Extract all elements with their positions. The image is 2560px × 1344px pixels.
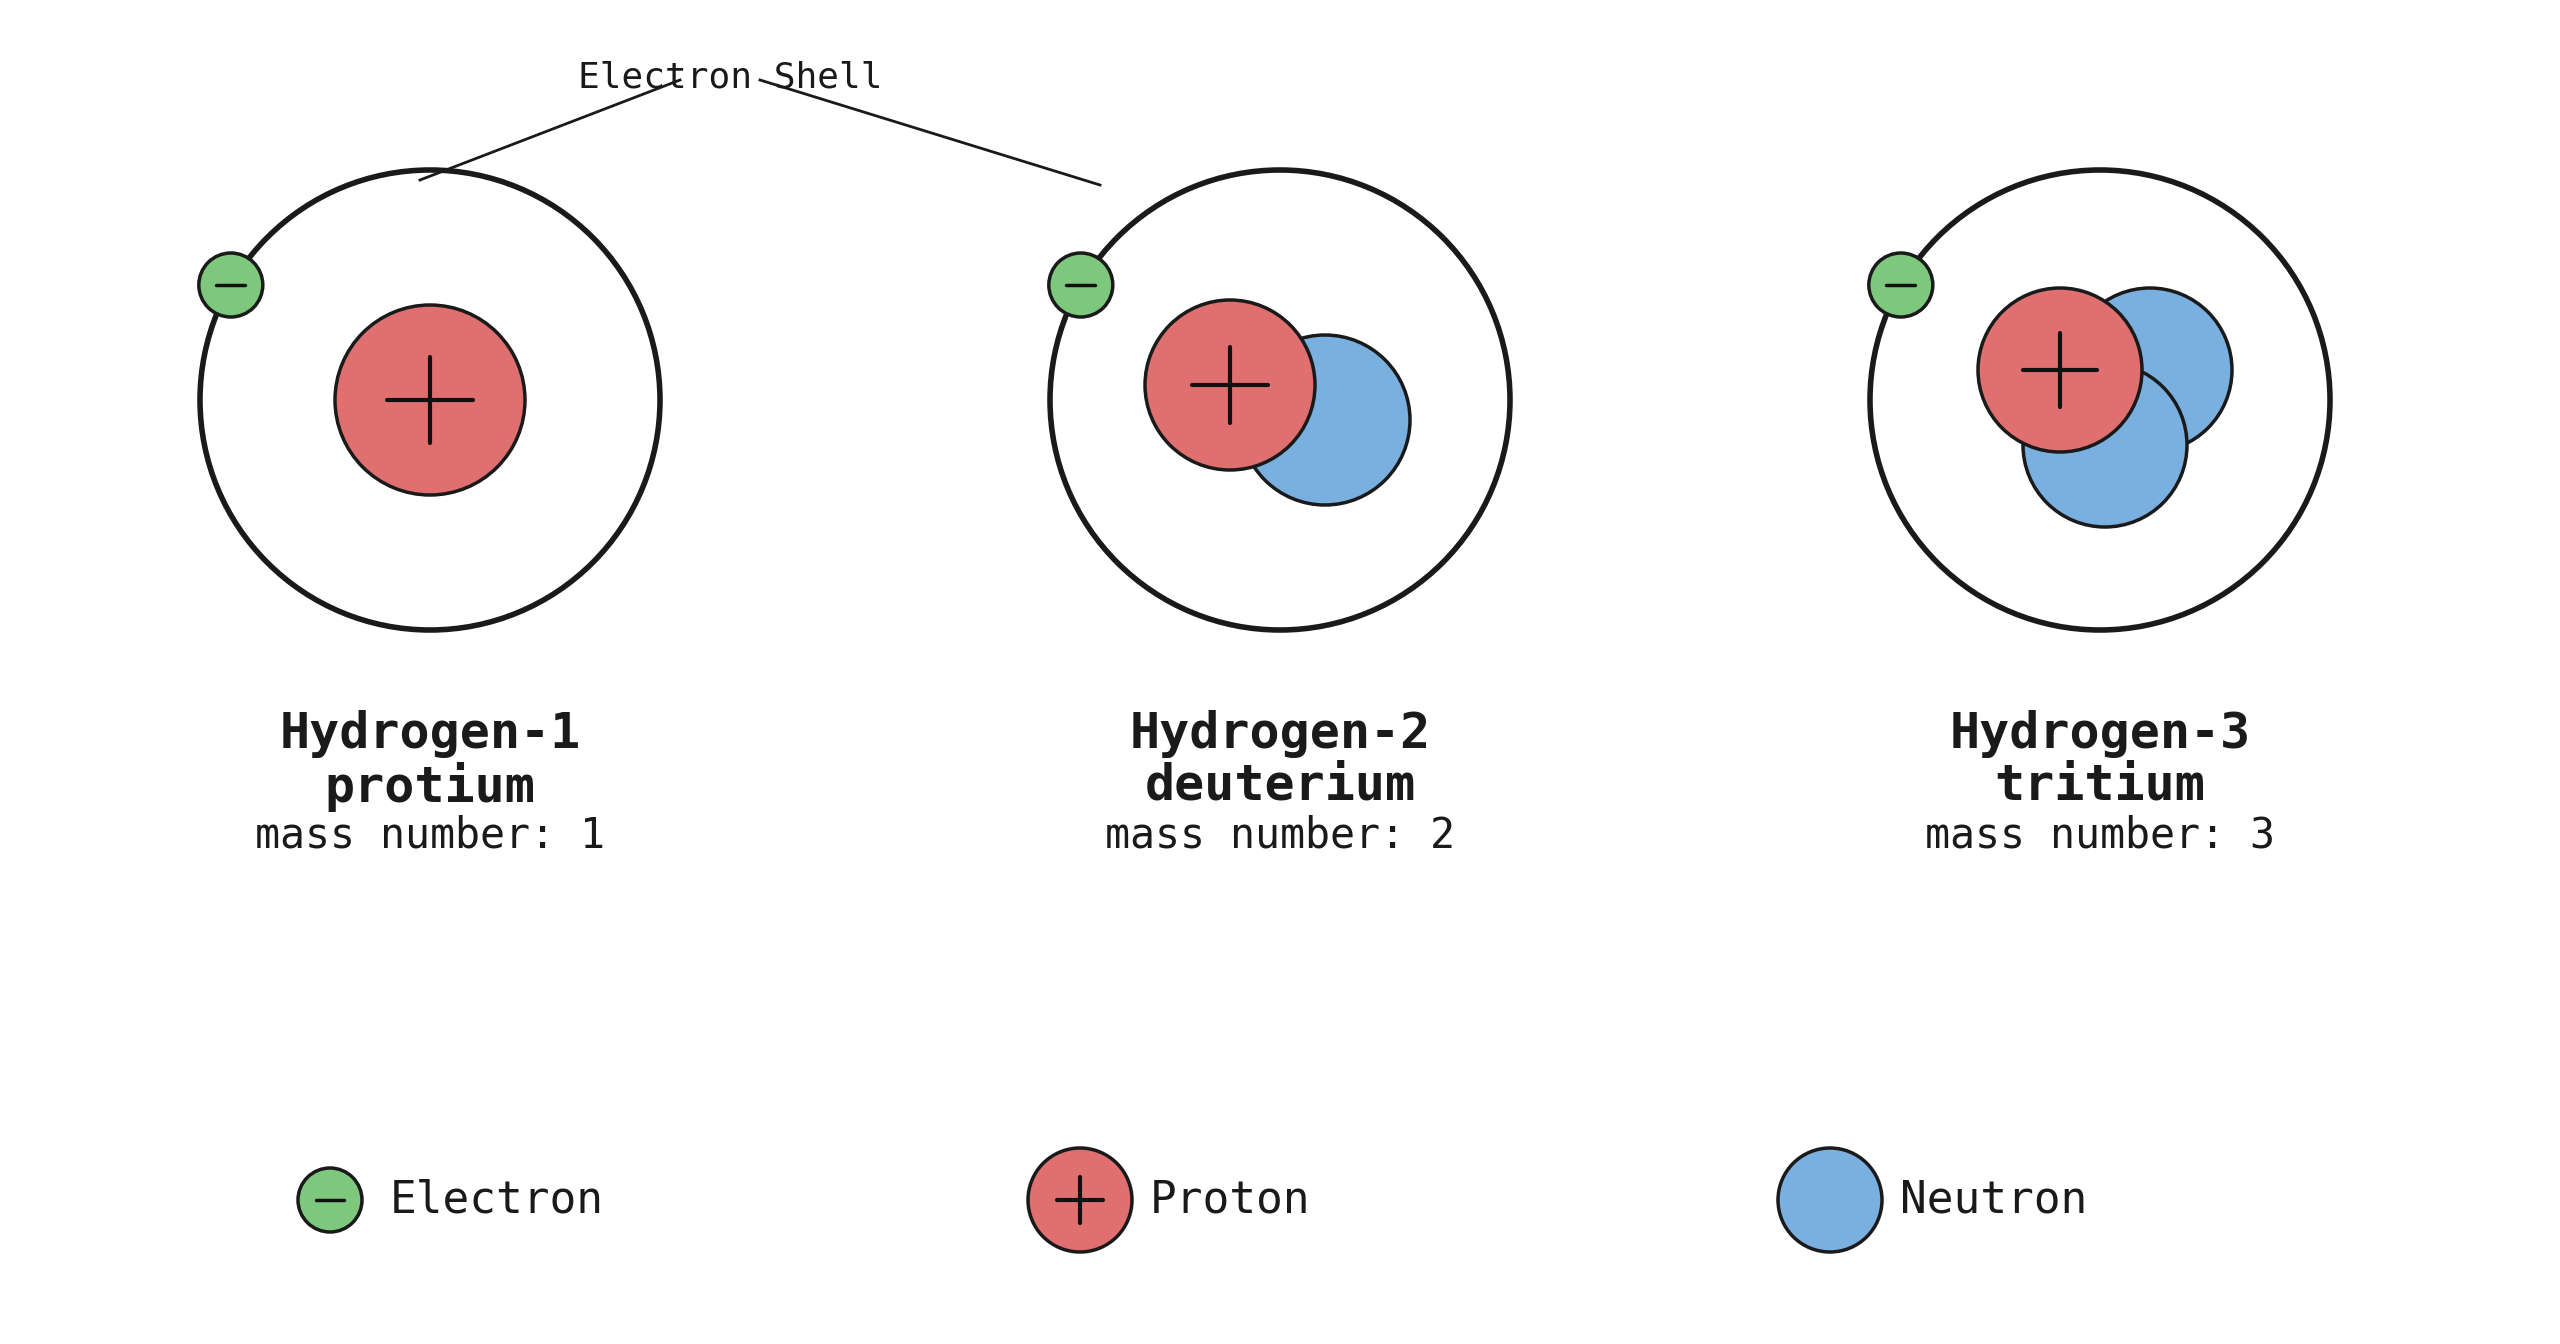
Text: mass number: 2: mass number: 2: [1106, 814, 1454, 856]
Circle shape: [1869, 169, 2330, 630]
Text: Electron: Electron: [389, 1179, 604, 1222]
Circle shape: [297, 1168, 361, 1232]
Circle shape: [1050, 169, 1510, 630]
Circle shape: [1979, 288, 2143, 452]
Text: Neutron: Neutron: [1900, 1179, 2086, 1222]
Text: Proton: Proton: [1149, 1179, 1311, 1222]
Circle shape: [1779, 1148, 1882, 1253]
Circle shape: [2022, 363, 2186, 527]
Text: mass number: 3: mass number: 3: [1925, 814, 2276, 856]
Text: Hydrogen-3: Hydrogen-3: [1948, 710, 2250, 758]
Text: deuterium: deuterium: [1144, 762, 1416, 810]
Circle shape: [1050, 253, 1114, 317]
Circle shape: [1029, 1148, 1132, 1253]
Text: Hydrogen-2: Hydrogen-2: [1129, 710, 1431, 758]
Text: protium: protium: [325, 762, 535, 812]
Text: mass number: 1: mass number: 1: [256, 814, 604, 856]
Circle shape: [200, 169, 660, 630]
Circle shape: [335, 305, 525, 495]
Text: Hydrogen-1: Hydrogen-1: [279, 710, 581, 758]
Circle shape: [2068, 288, 2232, 452]
Circle shape: [200, 253, 264, 317]
Text: Electron Shell: Electron Shell: [579, 60, 883, 94]
Circle shape: [1239, 335, 1411, 505]
Circle shape: [1869, 253, 1933, 317]
Circle shape: [1144, 300, 1316, 470]
Text: tritium: tritium: [1994, 762, 2204, 810]
